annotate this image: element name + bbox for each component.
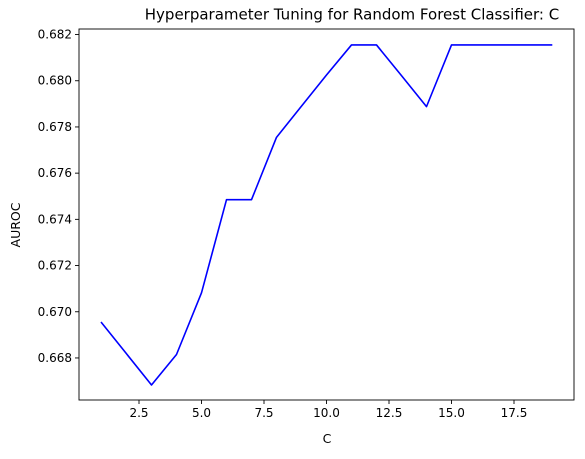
x-tick-label: 7.5 bbox=[254, 406, 273, 420]
chart-title: Hyperparameter Tuning for Random Forest … bbox=[145, 6, 559, 24]
x-axis-label: C bbox=[323, 431, 332, 446]
y-tick-label: 0.674 bbox=[38, 212, 72, 226]
x-tick-label: 5.0 bbox=[192, 406, 211, 420]
series-line-1 bbox=[100, 44, 553, 386]
y-tick-label: 0.680 bbox=[38, 74, 72, 88]
y-axis: 0.668 0.670 0.672 0.674 0.676 0.678 0.680 0.682 bbox=[38, 28, 79, 365]
x-tick-label: 12.5 bbox=[376, 406, 403, 420]
y-axis-label: AUROC bbox=[8, 202, 23, 247]
y-tick-label: 0.672 bbox=[38, 259, 72, 273]
y-tick-label: 0.668 bbox=[38, 351, 72, 365]
y-tick-label: 0.676 bbox=[38, 166, 72, 180]
x-tick-label: 17.5 bbox=[501, 406, 528, 420]
x-tick-label: 15.0 bbox=[438, 406, 465, 420]
x-tick-label: 10.0 bbox=[313, 406, 340, 420]
y-tick-label: 0.678 bbox=[38, 120, 72, 134]
y-tick-label: 0.682 bbox=[38, 28, 72, 42]
x-tick-label: 2.5 bbox=[129, 406, 148, 420]
y-tick-label: 0.670 bbox=[38, 305, 72, 319]
x-axis: 2.5 5.0 7.5 10.0 12.5 15.0 17.5 bbox=[129, 400, 527, 420]
